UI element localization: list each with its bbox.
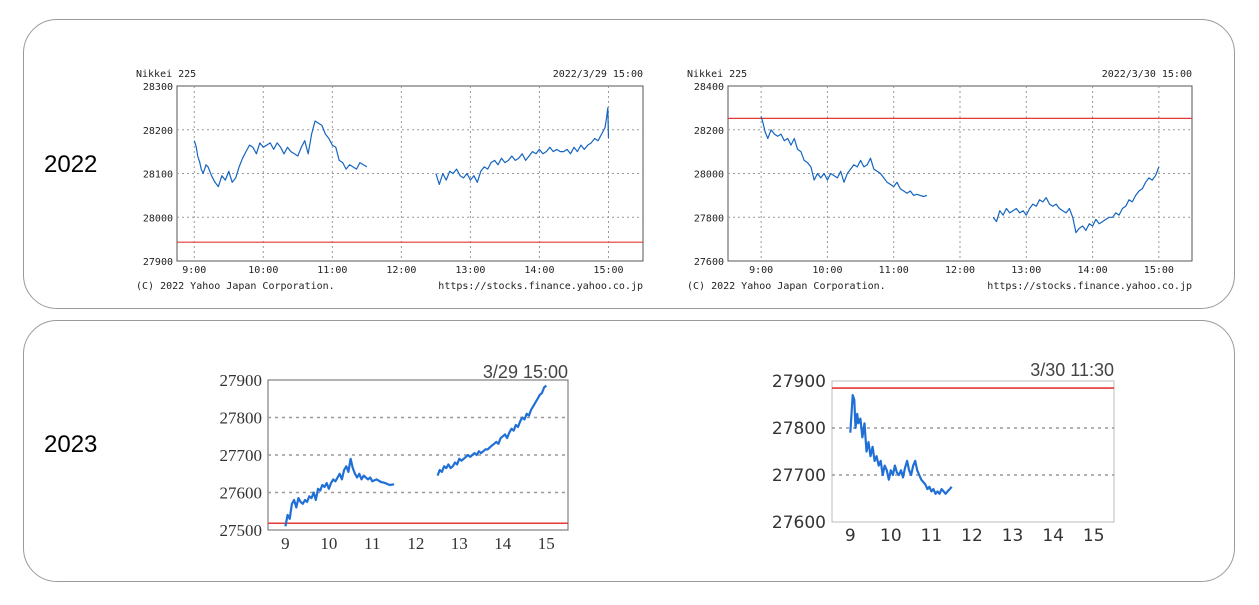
year-2023-label: 2023	[44, 431, 98, 458]
year-2022-label: 2022	[44, 151, 98, 178]
year-2022-panel	[23, 19, 1235, 309]
year-2023-panel	[23, 320, 1235, 582]
